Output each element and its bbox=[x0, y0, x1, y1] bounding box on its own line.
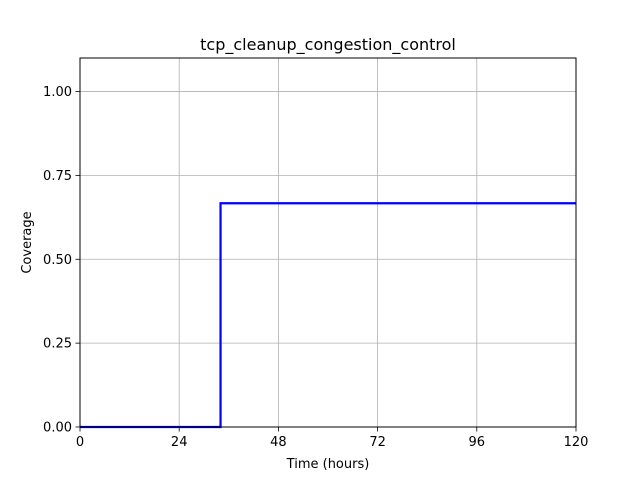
y-tick-label: 0.75 bbox=[43, 169, 72, 184]
x-tick-label: 0 bbox=[76, 435, 84, 450]
y-tick-label: 0.25 bbox=[43, 337, 72, 352]
y-axis-label: Coverage bbox=[20, 211, 35, 273]
x-tick-label: 24 bbox=[171, 435, 188, 450]
x-tick-label: 120 bbox=[564, 435, 589, 450]
y-tick-label: 0.50 bbox=[43, 253, 72, 268]
y-tick-label: 1.00 bbox=[43, 85, 72, 100]
y-axis: 0.00 0.25 0.50 0.75 1.00 bbox=[43, 85, 80, 436]
chart-title: tcp_cleanup_congestion_control bbox=[200, 35, 456, 55]
x-tick-label: 48 bbox=[270, 435, 287, 450]
x-tick-label: 96 bbox=[469, 435, 486, 450]
x-axis-label: Time (hours) bbox=[286, 457, 370, 472]
x-tick-label: 72 bbox=[369, 435, 386, 450]
x-axis: 0 24 48 72 96 120 bbox=[76, 427, 589, 450]
plot-frame bbox=[79, 57, 577, 428]
y-tick-label: 0.00 bbox=[43, 421, 72, 436]
